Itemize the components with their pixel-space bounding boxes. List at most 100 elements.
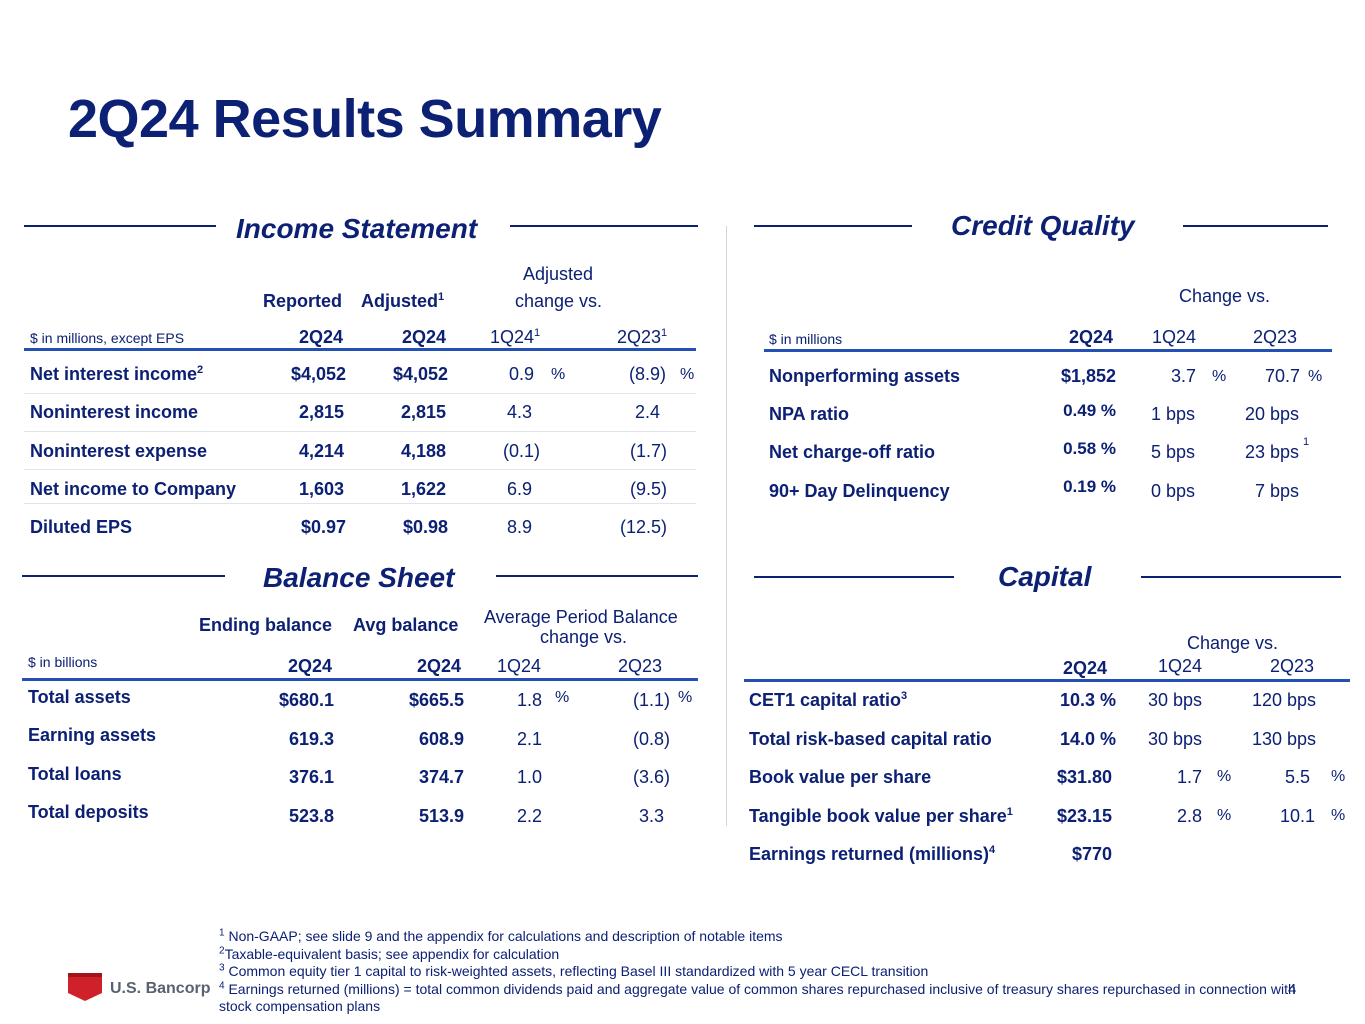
capital-row-value: $770	[1071, 844, 1112, 864]
percent-sign: %	[1331, 768, 1346, 785]
income-units: $ in millions, except EPS	[30, 330, 185, 346]
income-row-change-1q24: 8.9	[506, 517, 532, 537]
capital-row-change-1q24: 1.7	[1176, 767, 1202, 787]
credit-units: $ in millions	[769, 331, 843, 347]
balance-row-change-2q23: (0.8)	[632, 729, 670, 749]
balance-sub-1q24: 1Q24	[497, 656, 542, 676]
percent-sign: %	[1212, 368, 1227, 385]
credit-row-value: 0.49 %	[1063, 401, 1116, 420]
percent-sign: %	[551, 366, 566, 383]
footnote: 2Taxable-equivalent basis; see appendix …	[219, 944, 560, 962]
capital-sub-2q23: 2Q23	[1270, 656, 1315, 676]
percent-sign: %	[680, 366, 695, 383]
income-row-reported: 2,815	[298, 402, 344, 422]
balance-row-label: Total loans	[28, 764, 122, 784]
income-sub-1q24: 1Q241	[490, 327, 541, 347]
income-header-line	[24, 348, 696, 351]
credit-row-change-2q23: 7 bps	[1254, 481, 1299, 501]
credit-row-change-1q24: 5 bps	[1150, 442, 1195, 462]
footnote: 1 Non-GAAP; see slide 9 and the appendix…	[219, 927, 783, 944]
credit-header-line	[764, 349, 1332, 352]
income-row-label: Net income to Company	[30, 479, 237, 499]
income-row-reported: $4,052	[290, 364, 346, 384]
balance-row-change-2q23: 3.3	[638, 806, 664, 826]
balance-row-change-1q24: 1.0	[516, 767, 542, 787]
balance-row-change-1q24: 2.2	[516, 806, 542, 826]
income-row-adjusted: 4,188	[400, 441, 446, 461]
capital-row-change-2q23: 10.1	[1279, 806, 1315, 826]
income-row-change-1q24: (0.1)	[502, 441, 540, 461]
credit-row-change-2q23: 23 bps	[1244, 442, 1299, 462]
us-bancorp-shield-icon	[68, 973, 102, 1001]
capital-title-rule-right	[1141, 576, 1341, 578]
income-row-reported: 4,214	[298, 441, 344, 461]
balance-row-ending: 619.3	[288, 729, 334, 749]
credit-row-label: NPA ratio	[769, 404, 850, 424]
credit-sub-2q24: 2Q24	[1069, 327, 1114, 347]
capital-row-value: 14.0 %	[1059, 729, 1116, 749]
income-row-change-2q23: (1.7)	[629, 441, 667, 461]
credit-row-change-1q24: 3.7	[1170, 366, 1196, 386]
credit-sub-2q23: 2Q23	[1253, 327, 1298, 347]
credit-row-change-1q24: 1 bps	[1150, 404, 1195, 424]
balance-sub-2q23: 2Q23	[618, 656, 663, 676]
balance-row-change-1q24: 1.8	[516, 690, 542, 710]
capital-sub-1q24: 1Q24	[1158, 656, 1203, 676]
capital-change-vs: Change vs.	[1187, 633, 1279, 653]
income-row-reported: 1,603	[298, 479, 344, 499]
income-row-adjusted: $4,052	[392, 364, 448, 384]
credit-row-label: 90+ Day Delinquency	[769, 481, 950, 501]
balance-title-rule-right	[496, 575, 698, 577]
balance-row-avg: 513.9	[418, 806, 464, 826]
income-sub-2q24-reported: 2Q24	[299, 327, 344, 347]
income-row-label: Noninterest expense	[30, 441, 208, 461]
column-divider	[726, 226, 727, 826]
income-col-reported: Reported	[263, 291, 343, 311]
balance-col-change-line1: Average Period Balance	[484, 607, 678, 627]
income-col-adj-change-line2: change vs.	[515, 291, 603, 311]
credit-row-value: $1,852	[1060, 366, 1116, 386]
credit-sub-1q24: 1Q24	[1152, 327, 1197, 347]
percent-sign: %	[678, 689, 693, 706]
income-row-change-2q23: (9.5)	[629, 479, 667, 499]
credit-change-vs: Change vs.	[1179, 286, 1271, 306]
credit-footnote-ref: 1	[1303, 436, 1310, 448]
credit-row-label: Nonperforming assets	[769, 366, 961, 386]
row-separator	[24, 393, 696, 394]
credit-row-change-2q23: 20 bps	[1244, 404, 1299, 424]
percent-sign: %	[555, 689, 570, 706]
percent-sign: %	[1217, 807, 1232, 824]
income-title-rule-right	[510, 225, 698, 227]
capital-row-change-2q23: 5.5	[1284, 767, 1310, 787]
balance-sub-2q24-avg: 2Q24	[417, 656, 462, 676]
credit-title-rule-right	[1183, 225, 1328, 227]
capital-row-label: Book value per share	[749, 767, 932, 787]
balance-section-title: Balance Sheet	[263, 562, 455, 593]
page-number: 4	[1288, 981, 1297, 998]
income-row-change-2q23: 2.4	[634, 402, 660, 422]
balance-col-avg: Avg balance	[353, 615, 459, 635]
balance-row-label: Total deposits	[28, 802, 149, 822]
balance-row-ending: 523.8	[288, 806, 334, 826]
balance-row-change-1q24: 2.1	[516, 729, 542, 749]
capital-section-title: Capital	[998, 561, 1092, 592]
balance-row-avg: 608.9	[418, 729, 464, 749]
income-sub-2q23: 2Q231	[617, 327, 668, 347]
balance-row-ending: 376.1	[288, 767, 334, 787]
capital-row-label: Total risk-based capital ratio	[749, 729, 992, 749]
balance-row-label: Total assets	[28, 687, 131, 707]
income-title-rule-left	[24, 225, 216, 227]
footnotes: 1 Non-GAAP; see slide 9 and the appendix…	[219, 928, 1299, 1016]
capital-row-change-1q24: 2.8	[1176, 806, 1202, 826]
balance-units: $ in billions	[28, 654, 98, 670]
footnote: 4 Earnings returned (millions) = total c…	[219, 979, 1296, 1014]
income-row-adjusted: $0.98	[402, 517, 448, 537]
income-row-change-1q24: 6.9	[506, 479, 532, 499]
capital-title-rule-left	[754, 576, 954, 578]
footnote: 3 Common equity tier 1 capital to risk-w…	[219, 962, 929, 979]
balance-row-avg: 374.7	[418, 767, 464, 787]
row-separator	[24, 431, 696, 432]
row-separator	[24, 469, 696, 470]
capital-row-change-1q24: 30 bps	[1147, 729, 1202, 749]
income-row-label: Noninterest income	[30, 402, 199, 422]
